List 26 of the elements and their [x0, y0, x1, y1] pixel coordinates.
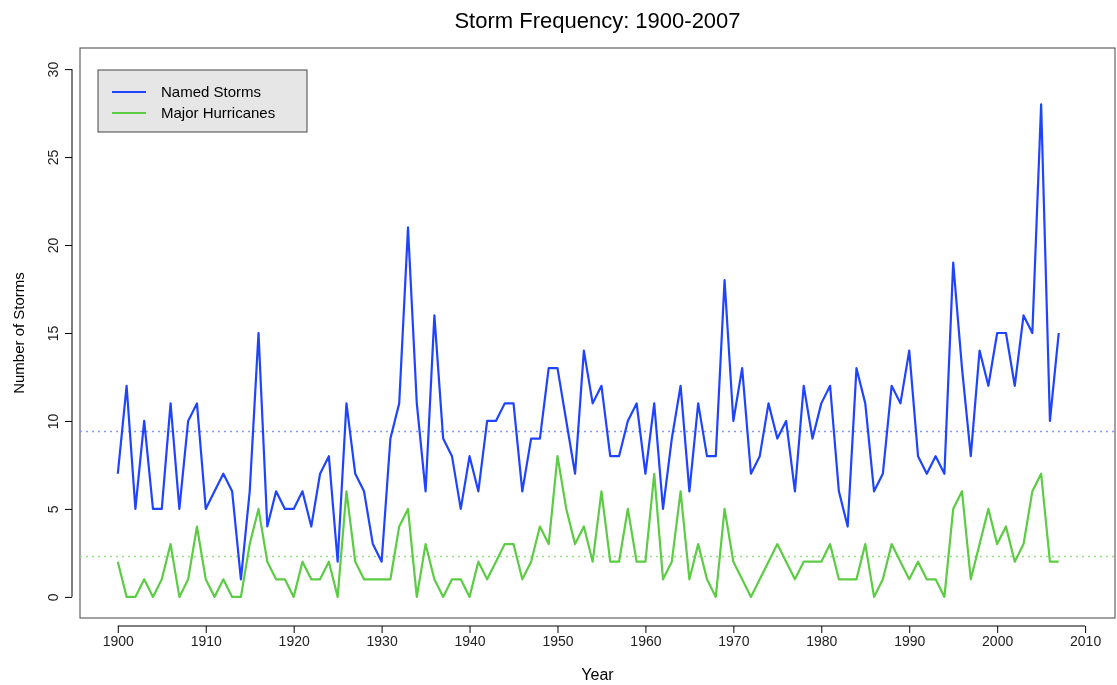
chart-title: Storm Frequency: 1900-2007	[454, 8, 741, 33]
legend-label: Named Storms	[161, 83, 262, 100]
x-axis-title: Year	[581, 666, 615, 683]
x-tick-label: 1930	[366, 632, 398, 649]
x-tick-label: 1960	[630, 632, 662, 649]
y-tick-label: 20	[45, 237, 61, 254]
x-tick-label: 1910	[190, 632, 223, 649]
y-axis-title: Number of Storms	[10, 272, 27, 394]
y-tick-label: 10	[45, 413, 61, 430]
x-tick-label: 2000	[982, 632, 1014, 649]
y-tick-label: 30	[45, 61, 61, 78]
line-series	[116, 103, 1060, 581]
x-tick-label: 1900	[102, 632, 135, 649]
legend-label: Major Hurricanes	[161, 104, 276, 121]
x-tick-label: 1940	[454, 632, 486, 649]
y-tick-label: 5	[45, 505, 61, 514]
y-tick-label: 25	[45, 149, 61, 166]
y-tick-label: 0	[45, 593, 61, 602]
x-tick-label: 1920	[278, 632, 310, 649]
x-tick-label: 2010	[1070, 632, 1102, 649]
x-tick-label: 1950	[542, 632, 574, 649]
line-series	[116, 455, 1060, 598]
x-tick-label: 1990	[894, 632, 926, 649]
x-tick-label: 1970	[718, 632, 750, 649]
x-tick-label: 1980	[806, 632, 838, 649]
y-tick-label: 15	[45, 325, 61, 342]
